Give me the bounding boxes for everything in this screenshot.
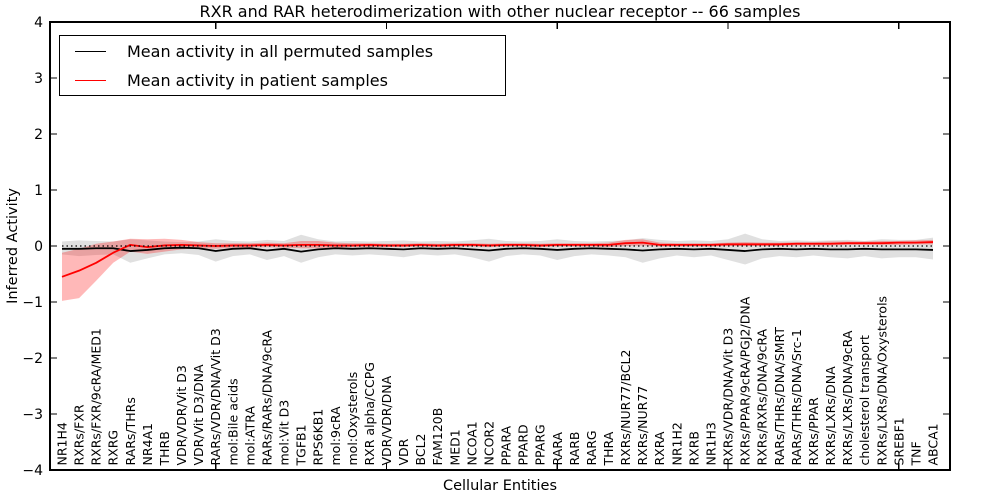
x-entity-label: RARs/VDR/DNA/Vit D3 <box>208 328 223 465</box>
x-entity-label: VDR/Vit D3/DNA <box>191 364 206 465</box>
x-entity-label: PPARA <box>499 425 514 465</box>
x-entity-label: RXRs/NUR77/BCL2 <box>618 350 633 466</box>
x-entity-label: NR1H2 <box>669 422 684 465</box>
x-entity-label: RXRs/LXRs/DNA/Oxysterols <box>874 296 889 466</box>
y-tick-label: 2 <box>34 127 43 143</box>
chart-title: RXR and RAR heterodimerization with othe… <box>199 2 801 21</box>
y-tick-label: 3 <box>34 71 43 87</box>
x-entity-label: RXRs/LXRs/DNA/9cRA <box>840 330 855 465</box>
y-axis-label: Inferred Activity <box>5 188 21 304</box>
x-entity-label: RXR alpha/CCPG <box>362 362 377 465</box>
x-entity-label: NCOA1 <box>464 421 479 465</box>
x-entity-label: THRB <box>157 431 172 466</box>
legend-label-patient: Mean activity in patient samples <box>127 70 388 90</box>
x-entity-label: VDR/VDR/DNA <box>379 375 394 465</box>
y-tick-label: −3 <box>22 407 43 423</box>
x-entity-label: TNF <box>908 441 923 466</box>
x-entity-label: PPARD <box>516 424 531 465</box>
y-tick-label: 0 <box>34 239 43 255</box>
x-entity-label: NR1H4 <box>55 422 70 465</box>
x-entity-label: NR1H3 <box>703 422 718 465</box>
x-entity-label: mol:Oxysterols <box>345 372 360 466</box>
x-entity-label: RXRA <box>652 431 667 465</box>
x-entity-label: cholesterol transport <box>857 335 872 466</box>
x-entity-label: PPARG <box>533 424 548 465</box>
x-entity-label: RXRs/PPAR/9cRA/PGJ2/DNA <box>738 296 753 465</box>
x-entity-label: SREBF1 <box>891 417 906 465</box>
x-axis-label: Cellular Entities <box>442 478 558 494</box>
x-entity-label: RARs/THRs/DNA/Src-1 <box>789 329 804 465</box>
x-entity-label: RXRs/VDR/DNA/Vit D3 <box>721 328 736 466</box>
permuted-mean-line <box>62 246 934 253</box>
patient-confidence-band <box>62 238 933 301</box>
permuted-line-swatch <box>75 50 106 52</box>
x-entity-label: RARs/THRs/DNA/SMRT <box>772 327 787 466</box>
x-entity-label: RXRB <box>686 431 701 466</box>
patient-line-swatch <box>75 79 106 81</box>
y-tick-label: −2 <box>22 351 43 367</box>
x-entity-label: RXRs/LXRs/DNA <box>823 366 838 466</box>
x-entity-label: TGFB1 <box>294 424 309 466</box>
x-entity-label: RARA <box>550 432 565 466</box>
legend-entry-patient: Mean activity in patient samples <box>60 66 505 95</box>
x-entity-label: RPS6KB1 <box>311 409 326 466</box>
y-tick-label: −4 <box>22 463 43 479</box>
y-tick-label: 4 <box>34 15 43 31</box>
x-entity-label: RARs/THRs <box>123 397 138 465</box>
legend: Mean activity in all permuted samples Me… <box>59 35 506 96</box>
x-entity-label: THRA <box>601 431 616 466</box>
x-entity-label: RARs/RARs/DNA/9cRA <box>259 329 274 465</box>
x-entity-label: NR4A1 <box>140 423 155 466</box>
x-entity-label: NCOR2 <box>481 421 496 466</box>
x-entity-label: RARG <box>584 430 599 465</box>
x-entity-label: mol:9cRA <box>328 406 343 466</box>
x-entity-label: VDR/VDR/Vit D3 <box>174 365 189 465</box>
x-entity-label: ABCA1 <box>926 423 941 465</box>
x-entity-label: BCL2 <box>413 433 428 465</box>
legend-entry-permuted: Mean activity in all permuted samples <box>60 37 505 66</box>
x-entity-label: RXRs/NUR77 <box>635 386 650 466</box>
x-entity-label: RXRs/RXRs/DNA/9cRA <box>755 328 770 465</box>
legend-label-permuted: Mean activity in all permuted samples <box>127 41 434 61</box>
x-entity-label: RXRs/FXR <box>72 404 87 465</box>
x-entity-label: RXRs/FXR/9cRA/MED1 <box>89 328 104 465</box>
x-entity-label: mol:Vit D3 <box>277 400 292 466</box>
x-entity-label: mol:Bile acids <box>225 378 240 465</box>
x-entity-label: mol:ATRA <box>242 406 257 466</box>
x-entity-label: VDR <box>396 438 411 465</box>
x-entity-label: FAM120B <box>430 408 445 466</box>
x-entity-label: RARB <box>567 432 582 466</box>
y-tick-label: −1 <box>22 295 43 311</box>
x-entity-label: RXRs/PPAR <box>806 397 821 465</box>
x-entity-label: RXRG <box>106 430 121 466</box>
x-entity-label: MED1 <box>447 429 462 465</box>
y-tick-label: 1 <box>34 183 43 199</box>
